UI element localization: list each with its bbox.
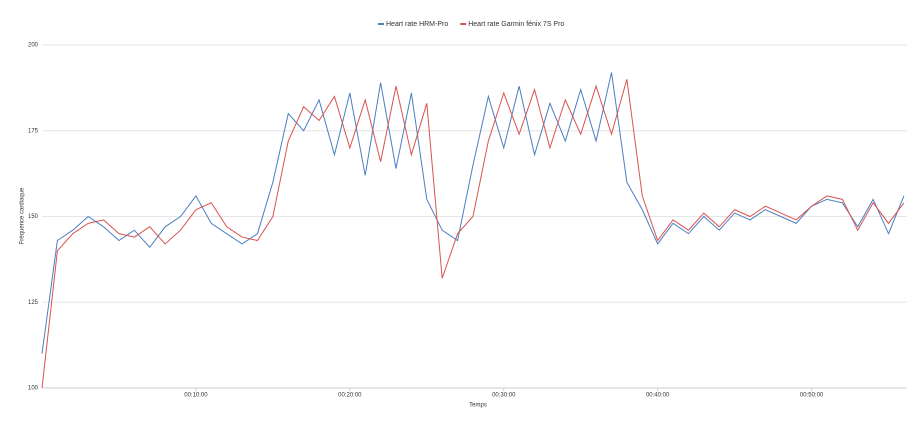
x-tick-label: 00:20:00 <box>338 393 362 399</box>
x-tick-label: 00:40:00 <box>646 393 670 399</box>
y-tick-label: 150 <box>28 214 39 220</box>
x-tick-label: 00:10:00 <box>184 393 208 399</box>
legend-label: Heart rate HRM-Pro <box>386 21 448 28</box>
line-series <box>41 72 905 354</box>
x-tick-label: 00:30:00 <box>492 393 516 399</box>
y-tick-label: 175 <box>28 128 39 134</box>
x-axis-label: Temps <box>469 403 487 409</box>
y-tick-label: 100 <box>28 386 39 392</box>
x-tick-label: 00:50:00 <box>800 393 824 399</box>
legend-label: Heart rate Garmin fénix 7S Pro <box>468 21 564 28</box>
line-series <box>41 79 905 389</box>
y-tick-label: 200 <box>28 43 39 49</box>
y-axis-label: Fréquence cardiaque <box>20 187 26 244</box>
y-tick-label: 125 <box>28 300 39 306</box>
